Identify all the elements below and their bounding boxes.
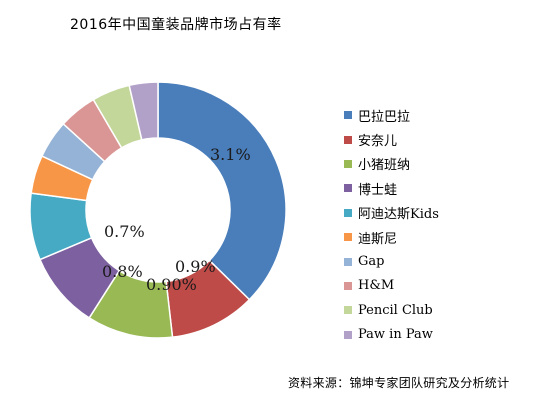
legend-item: 阿迪达斯Kids <box>344 201 439 225</box>
legend-item: 巴拉巴拉 <box>344 103 439 127</box>
legend-item: H&M <box>344 274 439 298</box>
legend-label: 阿迪达斯Kids <box>358 207 439 223</box>
legend-label: 安奈儿 <box>358 134 398 150</box>
chart-legend: 巴拉巴拉安奈儿小猪班纳博士蛙阿迪达斯Kids 迪斯尼 Gap H&M Pencil Cl… <box>344 103 439 347</box>
data-label-3: 0.8% <box>102 262 143 281</box>
legend-label: H&M <box>358 278 395 294</box>
legend-label: Gap <box>358 254 385 270</box>
legend-item: Pencil Club <box>344 298 439 322</box>
legend-swatch <box>344 330 352 339</box>
legend-item: Gap <box>344 249 439 273</box>
legend-item: Paw in Paw <box>344 323 439 347</box>
data-label-4: 0.7% <box>104 222 145 241</box>
legend-item: 安奈儿 <box>344 127 439 151</box>
legend-swatch <box>344 159 352 168</box>
legend-swatch <box>344 184 352 193</box>
legend-label: Paw in Paw <box>358 327 433 343</box>
legend-swatch <box>344 306 352 315</box>
legend-swatch <box>344 257 352 266</box>
chart-title: 2016年中国童装品牌市场占有率 <box>70 17 282 33</box>
donut-slices <box>29 81 287 339</box>
legend-item: 小猪班纳 <box>344 152 439 176</box>
legend-label: Pencil Club <box>358 302 433 318</box>
legend-label: 博士蛙 <box>358 182 398 198</box>
data-label-0: 3.1% <box>210 145 251 164</box>
legend-label: 小猪班纳 <box>358 158 411 174</box>
slice-9 <box>128 81 159 141</box>
source-note: 资料来源：锦坤专家团队研究及分析统计 <box>288 376 510 390</box>
slice-0 <box>157 81 287 301</box>
legend-swatch <box>344 233 352 242</box>
legend-swatch <box>344 135 352 144</box>
legend-label: 迪斯尼 <box>358 231 398 247</box>
legend-swatch <box>344 111 352 120</box>
data-label-2: 0.90% <box>146 275 197 294</box>
data-labels: 3.1% 0.9%0.90%0.8% 0.7% <box>102 145 251 294</box>
legend-swatch <box>344 281 352 290</box>
legend-item: 博士蛙 <box>344 176 439 200</box>
legend-item: 迪斯尼 <box>344 225 439 249</box>
legend-swatch <box>344 208 352 217</box>
data-label-1: 0.9% <box>175 257 216 276</box>
legend-label: 巴拉巴拉 <box>358 109 411 125</box>
